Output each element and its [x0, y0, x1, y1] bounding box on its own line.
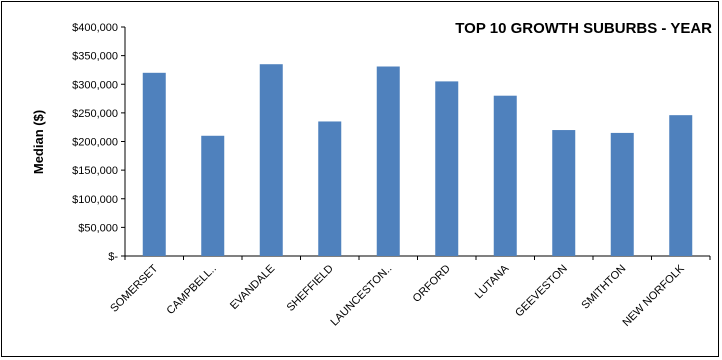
x-tick-label: GEEVESTON [513, 263, 570, 320]
bar [610, 132, 634, 256]
y-tick-label: $- [108, 251, 118, 263]
x-tick-label: NEW NORFOLK [620, 262, 687, 329]
bar [318, 121, 342, 257]
x-tick-label: EVANDALE [228, 263, 277, 312]
y-tick-label: $50,000 [78, 222, 118, 234]
x-tick-label: SOMERSET [108, 262, 160, 314]
x-tick-label: SHEFFIELD [285, 263, 336, 314]
x-tick-label: CAMPBELL.. [165, 263, 219, 317]
chart-title: TOP 10 GROWTH SUBURBS - YEAR [455, 20, 712, 37]
bar [669, 115, 693, 256]
y-tick-label: $100,000 [72, 194, 118, 206]
bar [201, 135, 225, 256]
bar [552, 130, 576, 256]
y-axis-label: Median ($) [31, 110, 46, 174]
x-tick-label: LUTANA [473, 262, 512, 301]
bar [142, 72, 166, 256]
y-tick-label: $400,000 [72, 22, 118, 34]
x-tick-label: ORFORD [411, 263, 453, 305]
y-tick-label: $350,000 [72, 51, 118, 63]
y-tick-label: $250,000 [72, 108, 118, 120]
x-tick-label: SMITHTON [579, 263, 628, 312]
bar [493, 95, 517, 256]
bar [435, 81, 459, 256]
plot-area: $- $50,000 $100,000 $150,000 $200,000 $250,00… [72, 22, 711, 329]
y-tick-label: $200,000 [72, 137, 118, 149]
x-tick-label: LAUNCESTON.. [329, 263, 395, 329]
y-tick-label: $300,000 [72, 79, 118, 91]
y-tick-label: $150,000 [72, 165, 118, 177]
bar [259, 64, 283, 257]
bar [376, 66, 400, 256]
